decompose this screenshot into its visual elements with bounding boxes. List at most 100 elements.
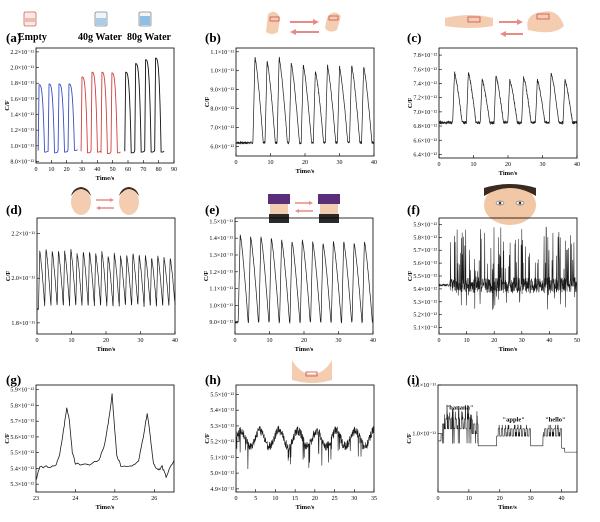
y-axis-label: C/F bbox=[4, 433, 11, 444]
word-annotation: "apple" bbox=[502, 416, 524, 423]
y-tick-label: 5.7×10⁻¹² bbox=[413, 248, 437, 254]
y-tick-label: 5.6×10⁻¹² bbox=[10, 435, 34, 441]
y-tick-label: 1.0×10⁻¹¹ bbox=[209, 303, 233, 309]
panel-letter-c: (c) bbox=[407, 30, 421, 45]
y-tick-label: 1.2×10⁻¹¹ bbox=[209, 270, 233, 276]
chart-h: 0 5 10 15 20 25 30 35 4.9×10⁻¹² 5.0×10⁻¹² 5.1×10⁻¹… bbox=[204, 384, 377, 511]
y-axis-label: C/F bbox=[204, 433, 211, 444]
y-tick-label: 2.0×10⁻¹¹ bbox=[10, 66, 34, 72]
word-annotation: "banana" bbox=[446, 404, 474, 411]
signal-line-h bbox=[235, 425, 375, 469]
panel-letter-d: (d) bbox=[6, 202, 22, 217]
y-tick-label: 5.4×10⁻¹² bbox=[210, 408, 234, 414]
plot-frame-i bbox=[437, 384, 578, 493]
x-tick-label: 20 bbox=[312, 496, 318, 502]
x-axis-label: Time/s bbox=[296, 168, 315, 175]
x-tick-label: 70 bbox=[140, 167, 146, 173]
x-tick-label: 40 bbox=[371, 160, 377, 166]
y-tick-label: 1.1×10⁻¹¹ bbox=[210, 50, 234, 56]
x-tick-label: 10 bbox=[267, 338, 273, 344]
y-tick-label: 1.6×10⁻¹¹ bbox=[10, 97, 34, 103]
y-tick-label: 5.1×10⁻¹² bbox=[413, 326, 437, 332]
x-tick-label: 30 bbox=[336, 338, 342, 344]
x-tick-label: 40 bbox=[172, 338, 178, 344]
y-tick-label: 7.2×10⁻¹² bbox=[413, 96, 437, 102]
y-tick-label: 5.6×10⁻¹² bbox=[413, 261, 437, 267]
y-tick-label: 2.2×10⁻¹¹ bbox=[10, 50, 34, 56]
x-tick-label: 10 bbox=[268, 160, 274, 166]
y-tick-label: 1.4×10⁻¹¹ bbox=[209, 236, 233, 242]
plot-frame-g bbox=[35, 384, 175, 493]
panel-e-knee-illustration bbox=[268, 194, 340, 223]
y-tick-label: 5.0×10⁻¹² bbox=[210, 471, 234, 477]
x-tick-label: 0 bbox=[35, 167, 38, 173]
plot-frame-a bbox=[35, 47, 175, 164]
y-axis-label: C/F bbox=[407, 271, 414, 282]
y-tick-label: 1.3×10⁻¹¹ bbox=[209, 253, 233, 259]
y-axis-label: C/F bbox=[406, 433, 413, 444]
y-tick-label: 5.4×10⁻¹² bbox=[10, 466, 34, 472]
word-annotation: "hello" bbox=[545, 416, 566, 423]
signal-line-b bbox=[235, 56, 375, 145]
label-80g-water: 80g Water bbox=[127, 32, 172, 43]
x-axis-label: Time/s bbox=[96, 504, 115, 511]
y-tick-label: 5.7×10⁻¹² bbox=[10, 419, 34, 425]
y-tick-label: 9.0×10⁻¹² bbox=[209, 320, 233, 326]
panel-a-header: Empty 40g Water 80g Water bbox=[18, 11, 172, 43]
signal-line-f bbox=[438, 226, 578, 310]
beaker-80g-water-icon bbox=[138, 11, 152, 27]
x-tick-label: 90 bbox=[171, 167, 177, 173]
x-axis-label: Time/s bbox=[96, 175, 115, 182]
chart-f: 0 10 20 30 40 50 5.1×10⁻¹² 5.2×10⁻¹² 5.3×10⁻¹² 5.… bbox=[407, 217, 580, 353]
chart-c: 0 10 20 30 40 6.4×10⁻¹² 6.6×10⁻¹² 6.8×10⁻¹² 7.0×… bbox=[407, 47, 580, 177]
y-tick-label: 1.8×10⁻¹¹ bbox=[10, 81, 34, 87]
series-line-40g-water bbox=[80, 71, 121, 155]
y-tick-label: 1.4×10⁻¹¹ bbox=[10, 112, 34, 118]
x-tick-label: 5 bbox=[254, 496, 257, 502]
x-tick-label: 10 bbox=[466, 496, 472, 502]
y-tick-label: 5.2×10⁻¹² bbox=[413, 313, 437, 319]
y-tick-label: 5.5×10⁻¹² bbox=[10, 451, 34, 457]
y-tick-label: 2.0×10⁻¹¹ bbox=[11, 276, 35, 282]
y-tick-label: 5.2×10⁻¹² bbox=[210, 440, 234, 446]
y-tick-label: 1.0×10⁻¹¹ bbox=[10, 144, 34, 150]
x-tick-label: 0 bbox=[438, 162, 441, 168]
chart-i: 0 10 20 30 40 1.0×10⁻¹¹ 1.1×10⁻¹¹ Time/s C/F "ban… bbox=[406, 383, 578, 511]
x-tick-label: 30 bbox=[79, 167, 85, 173]
x-tick-label: 40 bbox=[546, 338, 552, 344]
x-tick-label: 30 bbox=[540, 162, 546, 168]
y-tick-label: 5.5×10⁻¹² bbox=[210, 392, 234, 398]
y-tick-label: 6.4×10⁻¹² bbox=[413, 152, 437, 158]
y-tick-label: 5.9×10⁻¹² bbox=[10, 388, 34, 394]
x-tick-label: 26 bbox=[151, 496, 157, 502]
panel-letter-a: (a) bbox=[6, 30, 21, 45]
x-axis-label: Time/s bbox=[295, 346, 314, 353]
signal-line-d bbox=[36, 249, 176, 311]
x-tick-label: 20 bbox=[64, 167, 70, 173]
y-tick-label: 8.0×10⁻¹² bbox=[10, 159, 34, 165]
panel-b-arm-bend-illustration bbox=[266, 11, 341, 35]
panel-letter-e: (e) bbox=[205, 202, 219, 217]
beaker-40g-water-icon bbox=[94, 11, 108, 27]
panel-letter-h: (h) bbox=[205, 372, 221, 387]
x-tick-label: 0 bbox=[438, 338, 441, 344]
panel-letter-f: (f) bbox=[407, 202, 420, 217]
x-tick-label: 30 bbox=[351, 496, 357, 502]
x-tick-label: 0 bbox=[235, 160, 238, 166]
x-tick-label: 0 bbox=[437, 496, 440, 502]
x-tick-label: 0 bbox=[235, 496, 238, 502]
y-tick-label: 5.8×10⁻¹² bbox=[413, 235, 437, 241]
x-tick-label: 10 bbox=[69, 338, 75, 344]
signal-line-i bbox=[438, 404, 577, 453]
y-tick-label: 6.8×10⁻¹² bbox=[413, 124, 437, 130]
y-tick-label: 1.1×10⁻¹¹ bbox=[209, 287, 233, 293]
x-tick-label: 25 bbox=[332, 496, 338, 502]
beaker-empty-icon bbox=[23, 11, 37, 27]
x-tick-label: 0 bbox=[36, 338, 39, 344]
chart-b: 0 10 20 30 40 6.0×10⁻¹² 7.0×10⁻¹² 8.0×10⁻¹² 9.0×… bbox=[204, 47, 377, 175]
y-tick-label: 1.8×10⁻¹¹ bbox=[11, 321, 35, 327]
y-axis-label: C/F bbox=[5, 271, 12, 282]
chart-e: 0 10 20 30 40 9.0×10⁻¹² 1.0×10⁻¹¹ 1.1×10⁻¹¹ 1.2×… bbox=[203, 217, 376, 353]
panel-letter-g: (g) bbox=[6, 372, 21, 387]
